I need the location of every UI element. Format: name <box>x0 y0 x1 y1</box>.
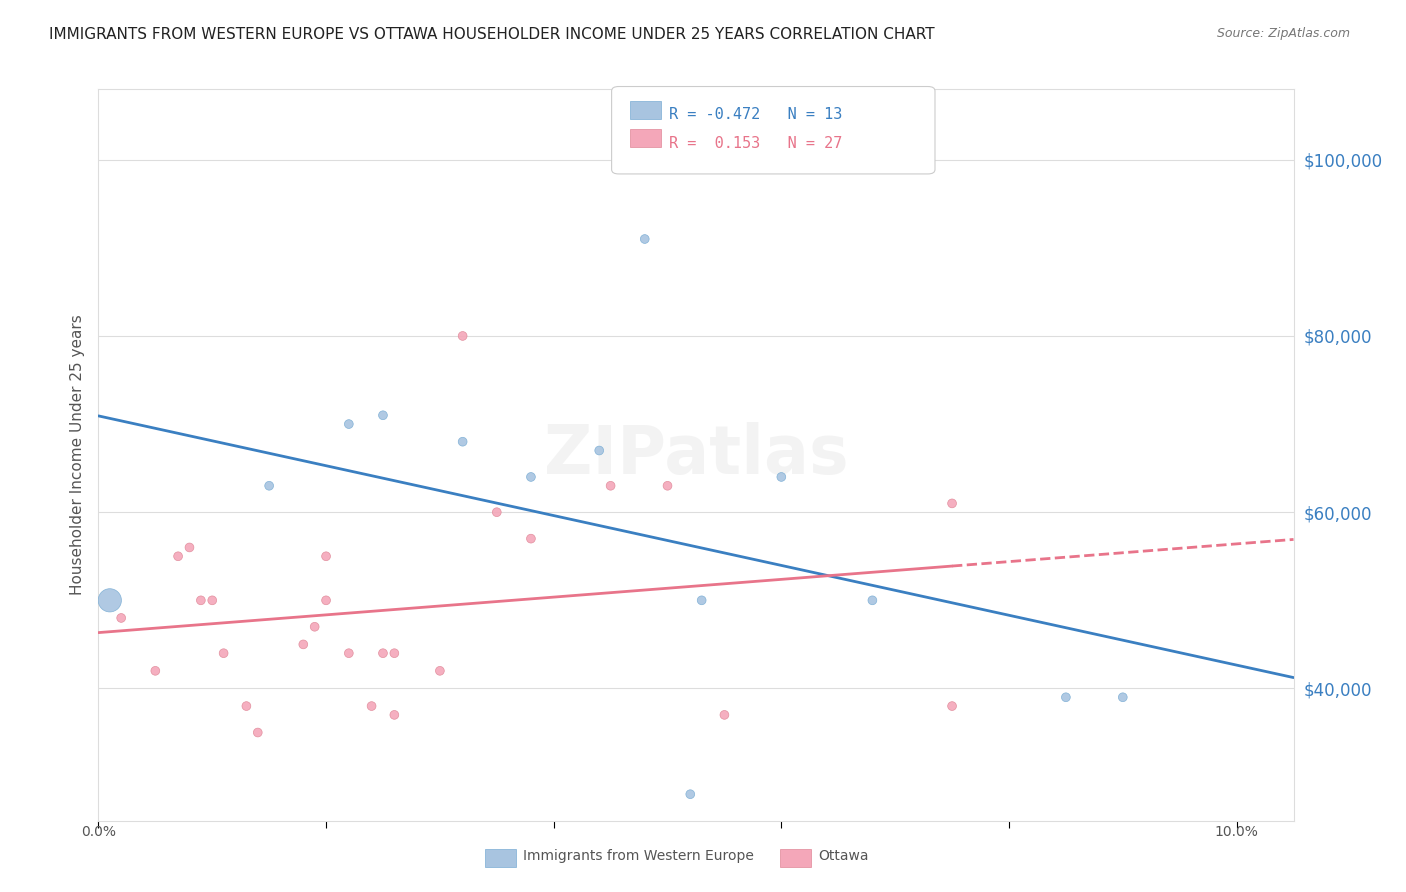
Point <box>429 664 451 678</box>
Point <box>167 549 190 564</box>
Point <box>588 443 610 458</box>
Point <box>179 541 201 555</box>
Point <box>235 699 257 714</box>
Point <box>451 434 474 449</box>
Point <box>520 532 543 546</box>
Point <box>246 725 269 739</box>
Point <box>190 593 212 607</box>
Point <box>941 699 963 714</box>
Point <box>1112 690 1135 705</box>
Point <box>657 479 679 493</box>
Text: Ottawa: Ottawa <box>818 849 869 863</box>
Point <box>304 620 326 634</box>
Point <box>679 787 702 801</box>
Point <box>337 417 360 431</box>
Point <box>690 593 713 607</box>
Point <box>315 593 337 607</box>
Point <box>713 707 735 722</box>
Point <box>360 699 382 714</box>
Point <box>257 479 280 493</box>
Point <box>337 646 360 660</box>
Point <box>599 479 621 493</box>
Point <box>1054 690 1077 705</box>
Point <box>143 664 166 678</box>
Text: IMMIGRANTS FROM WESTERN EUROPE VS OTTAWA HOUSEHOLDER INCOME UNDER 25 YEARS CORRE: IMMIGRANTS FROM WESTERN EUROPE VS OTTAWA… <box>49 27 935 42</box>
Point <box>770 470 793 484</box>
Point <box>860 593 883 607</box>
Text: R =  0.153   N = 27: R = 0.153 N = 27 <box>669 136 842 152</box>
Point <box>941 496 963 510</box>
Text: Immigrants from Western Europe: Immigrants from Western Europe <box>523 849 754 863</box>
Point <box>371 409 394 423</box>
Point <box>98 593 121 607</box>
Point <box>634 232 657 246</box>
Point <box>382 707 405 722</box>
Point <box>212 646 235 660</box>
Point <box>520 470 543 484</box>
Point <box>292 637 315 651</box>
Point <box>201 593 224 607</box>
Text: 0.0%: 0.0% <box>82 825 115 839</box>
Text: R = -0.472   N = 13: R = -0.472 N = 13 <box>669 107 842 122</box>
Text: Source: ZipAtlas.com: Source: ZipAtlas.com <box>1216 27 1350 40</box>
Y-axis label: Householder Income Under 25 years: Householder Income Under 25 years <box>69 315 84 595</box>
Text: ZIPatlas: ZIPatlas <box>544 422 848 488</box>
Text: 10.0%: 10.0% <box>1215 825 1258 839</box>
Point <box>315 549 337 564</box>
Point <box>110 611 132 625</box>
Point <box>371 646 394 660</box>
Point <box>382 646 405 660</box>
Point <box>451 329 474 343</box>
Point <box>485 505 508 519</box>
